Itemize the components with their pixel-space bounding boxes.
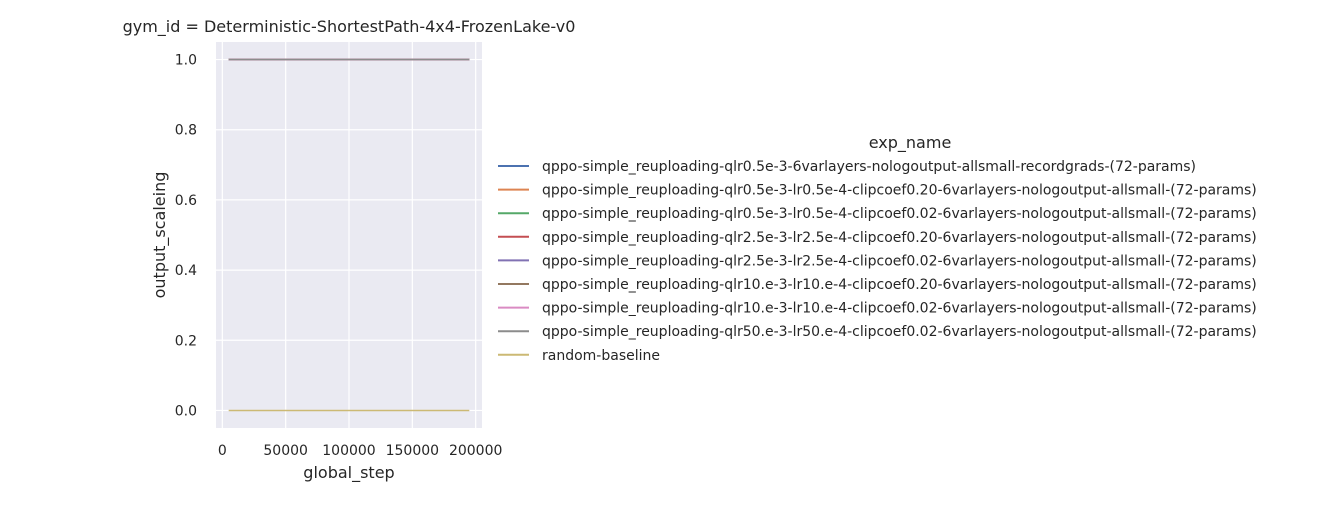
y-tick-label: 0.2	[175, 333, 197, 349]
legend-label: qppo-simple_reuploading-qlr0.5e-3-lr0.5e…	[542, 206, 1257, 222]
legend-label: qppo-simple_reuploading-qlr0.5e-3-lr0.5e…	[542, 183, 1257, 199]
x-tick-label: 150000	[386, 443, 439, 459]
legend-item: random-baseline	[498, 348, 660, 364]
series-lines	[228, 58, 470, 412]
x-tick-label: 50000	[263, 443, 308, 459]
y-tick-label: 1.0	[175, 53, 197, 69]
x-tick-labels: 0 50000 100000 150000 200000	[218, 443, 503, 459]
legend-item: qppo-simple_reuploading-qlr0.5e-3-lr0.5e…	[498, 206, 1257, 222]
legend-label: random-baseline	[542, 348, 660, 364]
x-tick-label: 0	[218, 443, 227, 459]
x-axis-label: global_step	[303, 463, 394, 483]
y-tick-label: 0.4	[175, 263, 197, 279]
legend-label: qppo-simple_reuploading-qlr2.5e-3-lr2.5e…	[542, 253, 1257, 269]
y-tick-label: 0.0	[175, 403, 197, 419]
legend: exp_name qppo-simple_reuploading-qlr0.5e…	[498, 133, 1257, 364]
legend-item: qppo-simple_reuploading-qlr10.e-3-lr10.e…	[498, 301, 1257, 317]
y-tick-labels: 0.0 0.2 0.4 0.6 0.8 1.0	[175, 53, 197, 420]
y-tick-label: 0.8	[175, 123, 197, 139]
legend-item: qppo-simple_reuploading-qlr10.e-3-lr10.e…	[498, 277, 1257, 293]
legend-item: qppo-simple_reuploading-qlr0.5e-3-6varla…	[498, 159, 1196, 175]
x-tick-label: 100000	[322, 443, 375, 459]
legend-item: qppo-simple_reuploading-qlr2.5e-3-lr2.5e…	[498, 230, 1257, 246]
legend-label: qppo-simple_reuploading-qlr10.e-3-lr10.e…	[542, 301, 1257, 317]
legend-label: qppo-simple_reuploading-qlr10.e-3-lr10.e…	[542, 277, 1257, 293]
y-tick-label: 0.6	[175, 193, 197, 209]
legend-item: qppo-simple_reuploading-qlr2.5e-3-lr2.5e…	[498, 253, 1257, 269]
legend-items: qppo-simple_reuploading-qlr0.5e-3-6varla…	[498, 159, 1257, 364]
legend-title: exp_name	[869, 133, 952, 153]
legend-label: qppo-simple_reuploading-qlr2.5e-3-lr2.5e…	[542, 230, 1257, 246]
legend-item: qppo-simple_reuploading-qlr0.5e-3-lr0.5e…	[498, 183, 1257, 199]
legend-item: qppo-simple_reuploading-qlr50.e-3-lr50.e…	[498, 324, 1257, 340]
legend-label: qppo-simple_reuploading-qlr0.5e-3-6varla…	[542, 159, 1196, 175]
x-tick-label: 200000	[449, 443, 502, 459]
legend-label: qppo-simple_reuploading-qlr50.e-3-lr50.e…	[542, 324, 1257, 340]
chart-title: gym_id = Deterministic-ShortestPath-4x4-…	[123, 17, 576, 37]
y-axis-label: output_scaleing	[150, 172, 170, 299]
